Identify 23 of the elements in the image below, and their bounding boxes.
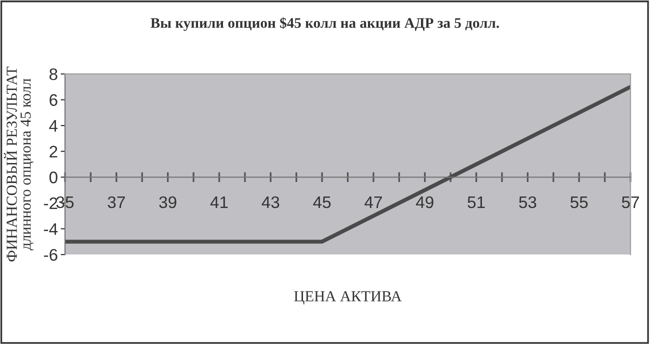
x-tick-label: 39	[159, 196, 176, 208]
x-tick-label: 47	[364, 196, 382, 208]
chart-title: Вы купили опцион $45 колл на акции АДР за 5 долл.	[150, 17, 499, 31]
y-tick-label: 4	[49, 120, 58, 132]
y-tick-label: 2	[50, 146, 58, 158]
y-tick-label: 8	[50, 68, 58, 80]
x-tick-label: 55	[570, 196, 588, 208]
y-axis-title: ФИНАНСОВЫЙ РЕЗУЛЬТАТ длинного опциона 45 колл	[4, 66, 34, 262]
x-tick-label: 45	[313, 196, 331, 208]
x-tick-label: 41	[210, 196, 228, 208]
y-tick-label: -6	[44, 248, 58, 261]
y-tick-label: -4	[44, 223, 58, 235]
x-tick-label: 49	[416, 196, 434, 208]
x-tick-label: 53	[519, 196, 536, 208]
x-tick-label: 51	[468, 196, 485, 208]
x-tick-label: 35	[56, 196, 74, 208]
x-tick-label: 57	[622, 196, 639, 208]
x-tick-label: 37	[108, 196, 125, 208]
x-tick-label: 43	[262, 196, 280, 208]
y-tick-label: 0	[49, 172, 58, 184]
y-tick-label: -2	[44, 197, 58, 209]
y-tick-label: 6	[50, 94, 58, 106]
x-axis-title: ЦЕНА АКТИВА	[294, 291, 402, 305]
